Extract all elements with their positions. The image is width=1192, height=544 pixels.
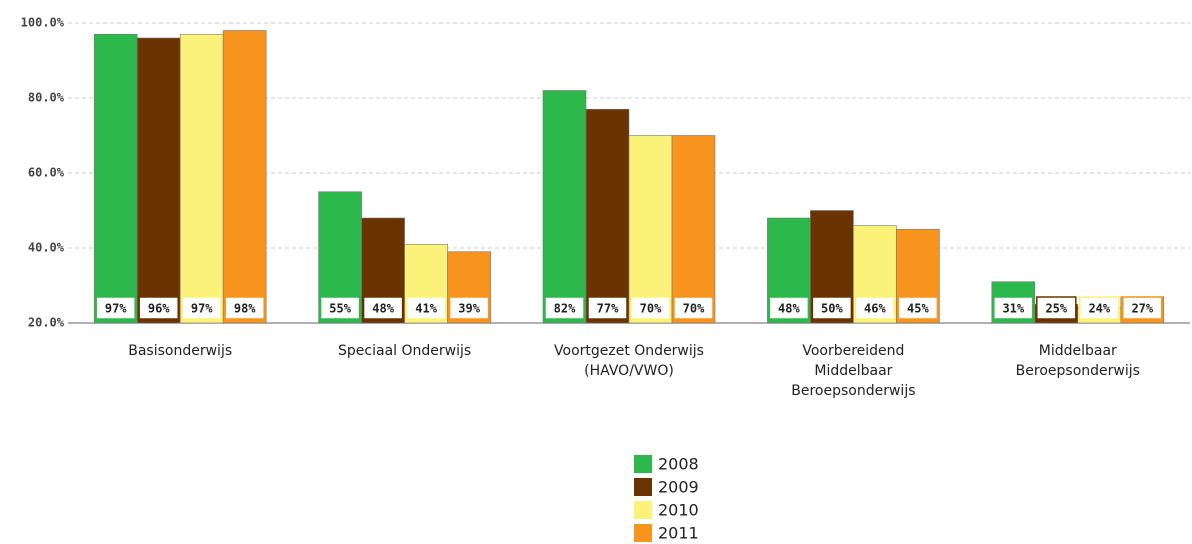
legend-label: 2010 [658, 501, 699, 520]
y-tick-label: 60.0% [28, 166, 65, 180]
value-label-box [854, 296, 896, 320]
value-label: 48% [372, 302, 394, 316]
value-label: 45% [907, 302, 929, 316]
value-label: 39% [458, 302, 480, 316]
x-tick-label: Voorbereidend Middelbaar Beroepsonderwijs [791, 343, 915, 399]
legend-swatch [634, 478, 652, 496]
value-label-box [448, 296, 490, 320]
bar [222, 30, 267, 324]
value-label: 97% [191, 302, 213, 316]
value-label-box [138, 296, 179, 320]
x-tick-label: Middelbaar Beroepsonderwijs [1016, 343, 1140, 379]
legend-label: 2008 [658, 455, 699, 474]
legend-swatch [634, 524, 652, 542]
value-label-box [897, 296, 939, 320]
value-label: 82% [554, 302, 576, 316]
value-label-box [181, 296, 222, 320]
value-label-box [1079, 296, 1120, 320]
value-label-box [95, 296, 136, 320]
value-label-box [362, 296, 404, 320]
value-label: 70% [683, 302, 705, 316]
legend-swatch [634, 501, 652, 519]
bar [542, 90, 587, 324]
y-tick-label: 80.0% [28, 91, 65, 105]
value-label: 96% [148, 302, 170, 316]
value-label-box [630, 296, 671, 320]
value-label-box [544, 296, 585, 320]
value-label-box [768, 296, 810, 320]
x-tick-label: Voortgezet Onderwijs (HAVO/VWO) [554, 343, 704, 379]
bar [585, 108, 630, 324]
value-label-box [224, 296, 265, 320]
value-label-box [405, 296, 447, 320]
bar [179, 33, 224, 324]
value-label-box [1122, 296, 1163, 320]
legend-label: 2011 [658, 524, 699, 543]
legend-label: 2009 [658, 478, 699, 497]
value-label: 25% [1045, 302, 1067, 316]
value-label: 24% [1088, 302, 1110, 316]
x-tick-label: Basisonderwijs [128, 343, 232, 359]
y-tick-label: 40.0% [28, 241, 65, 255]
value-label: 98% [234, 302, 256, 316]
bar [93, 33, 138, 324]
x-tick-label: Speciaal Onderwijs [338, 343, 471, 359]
value-label: 77% [597, 302, 619, 316]
value-label-box [993, 296, 1034, 320]
y-tick-label: 20.0% [28, 316, 65, 330]
bar [136, 37, 181, 324]
value-label: 41% [415, 302, 437, 316]
bar [671, 135, 716, 324]
value-label-box [673, 296, 714, 320]
value-label-box [319, 296, 361, 320]
y-tick-label: 100.0% [21, 16, 65, 30]
value-label: 48% [778, 302, 800, 316]
value-label-box [811, 296, 853, 320]
value-label-box [587, 296, 628, 320]
value-label: 55% [329, 302, 351, 316]
value-label: 50% [821, 302, 843, 316]
value-label: 31% [1002, 302, 1024, 316]
value-label: 97% [105, 302, 127, 316]
legend-swatch [634, 455, 652, 473]
value-label: 27% [1131, 302, 1153, 316]
value-label-box [1036, 296, 1077, 320]
value-label: 46% [864, 302, 886, 316]
bar [628, 135, 673, 324]
value-label: 70% [640, 302, 662, 316]
